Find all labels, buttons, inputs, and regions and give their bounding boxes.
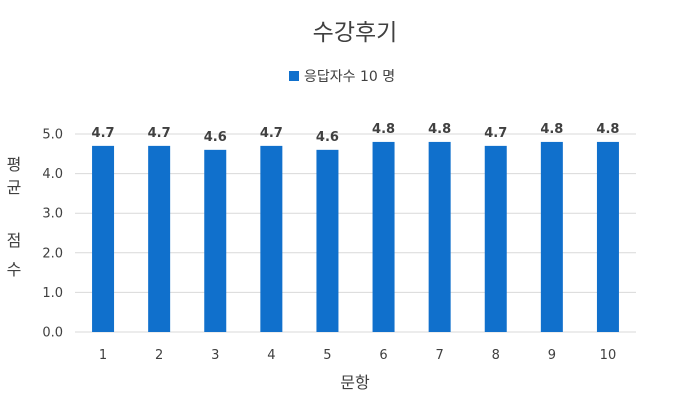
- data-label: 4.8: [540, 122, 563, 137]
- bar: [92, 145, 115, 332]
- x-axis-title: 문항: [340, 373, 370, 392]
- bar: [316, 149, 339, 332]
- x-tick-label: 8: [492, 348, 500, 363]
- x-tick-label: 4: [267, 348, 275, 363]
- x-tick-label: 5: [323, 348, 331, 363]
- y-tick-label: 3.0: [42, 207, 63, 222]
- legend-swatch: [289, 71, 299, 81]
- x-tick-label: 6: [379, 348, 387, 363]
- data-label: 4.7: [92, 126, 115, 141]
- bar: [372, 141, 395, 332]
- y-tick-label: 5.0: [42, 128, 63, 143]
- y-axis-ticks: 0.0 1.0 2.0 3.0 4.0 5.0: [42, 128, 63, 341]
- x-tick-label: 7: [436, 348, 444, 363]
- bar: [428, 141, 451, 332]
- legend-label: 응답자수 10 명: [304, 69, 395, 85]
- data-label: 4.8: [596, 122, 619, 137]
- legend: 응답자수 10 명: [289, 69, 395, 85]
- bar: [260, 145, 283, 332]
- bar: [148, 145, 171, 332]
- data-label: 4.8: [428, 122, 451, 137]
- y-axis-title-char: 균: [7, 178, 22, 197]
- y-tick-label: 0.0: [42, 326, 63, 341]
- x-tick-label: 2: [155, 348, 163, 363]
- y-tick-label: 2.0: [42, 246, 63, 261]
- bar: [540, 141, 563, 332]
- x-tick-label: 3: [211, 348, 219, 363]
- y-axis-title-char: 점: [7, 231, 22, 250]
- bar: [596, 141, 619, 332]
- data-label: 4.6: [204, 130, 227, 145]
- data-label: 4.7: [148, 126, 171, 141]
- x-tick-label: 9: [548, 348, 556, 363]
- y-tick-label: 1.0: [42, 286, 63, 301]
- x-tick-label: 1: [99, 348, 107, 363]
- data-label: 4.6: [316, 130, 339, 145]
- x-tick-label: 10: [600, 348, 617, 363]
- data-label: 4.7: [260, 126, 283, 141]
- y-axis-title-char: 평: [7, 155, 22, 174]
- bar: [484, 145, 507, 332]
- y-axis-title-char: 수: [7, 260, 22, 279]
- data-labels: 4.7 4.7 4.6 4.7 4.6 4.8 4.8 4.7 4.8 4.8: [92, 122, 620, 145]
- chart-title: 수강후기: [313, 20, 398, 46]
- bar: [204, 149, 227, 332]
- bars: [92, 141, 619, 332]
- data-label: 4.8: [372, 122, 395, 137]
- x-axis-ticks: 1 2 3 4 5 6 7 8 9 10: [99, 348, 616, 363]
- y-tick-label: 4.0: [42, 167, 63, 182]
- data-label: 4.7: [484, 126, 507, 141]
